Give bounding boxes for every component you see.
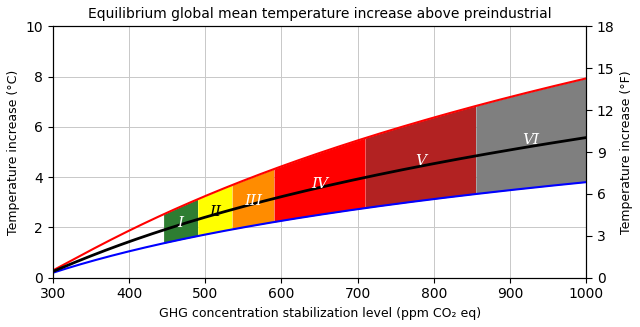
Y-axis label: Temperature increase (°C): Temperature increase (°C) [7, 69, 20, 235]
X-axis label: GHG concentration stabilization level (ppm CO₂ eq): GHG concentration stabilization level (p… [159, 307, 481, 320]
Text: II: II [209, 205, 221, 219]
Text: III: III [244, 194, 262, 208]
Text: IV: IV [311, 177, 328, 191]
Title: Equilibrium global mean temperature increase above preindustrial: Equilibrium global mean temperature incr… [88, 7, 552, 21]
Text: I: I [177, 216, 184, 230]
Text: VI: VI [523, 133, 540, 147]
Y-axis label: Temperature increase (°F): Temperature increase (°F) [620, 70, 633, 234]
Text: V: V [415, 154, 426, 168]
